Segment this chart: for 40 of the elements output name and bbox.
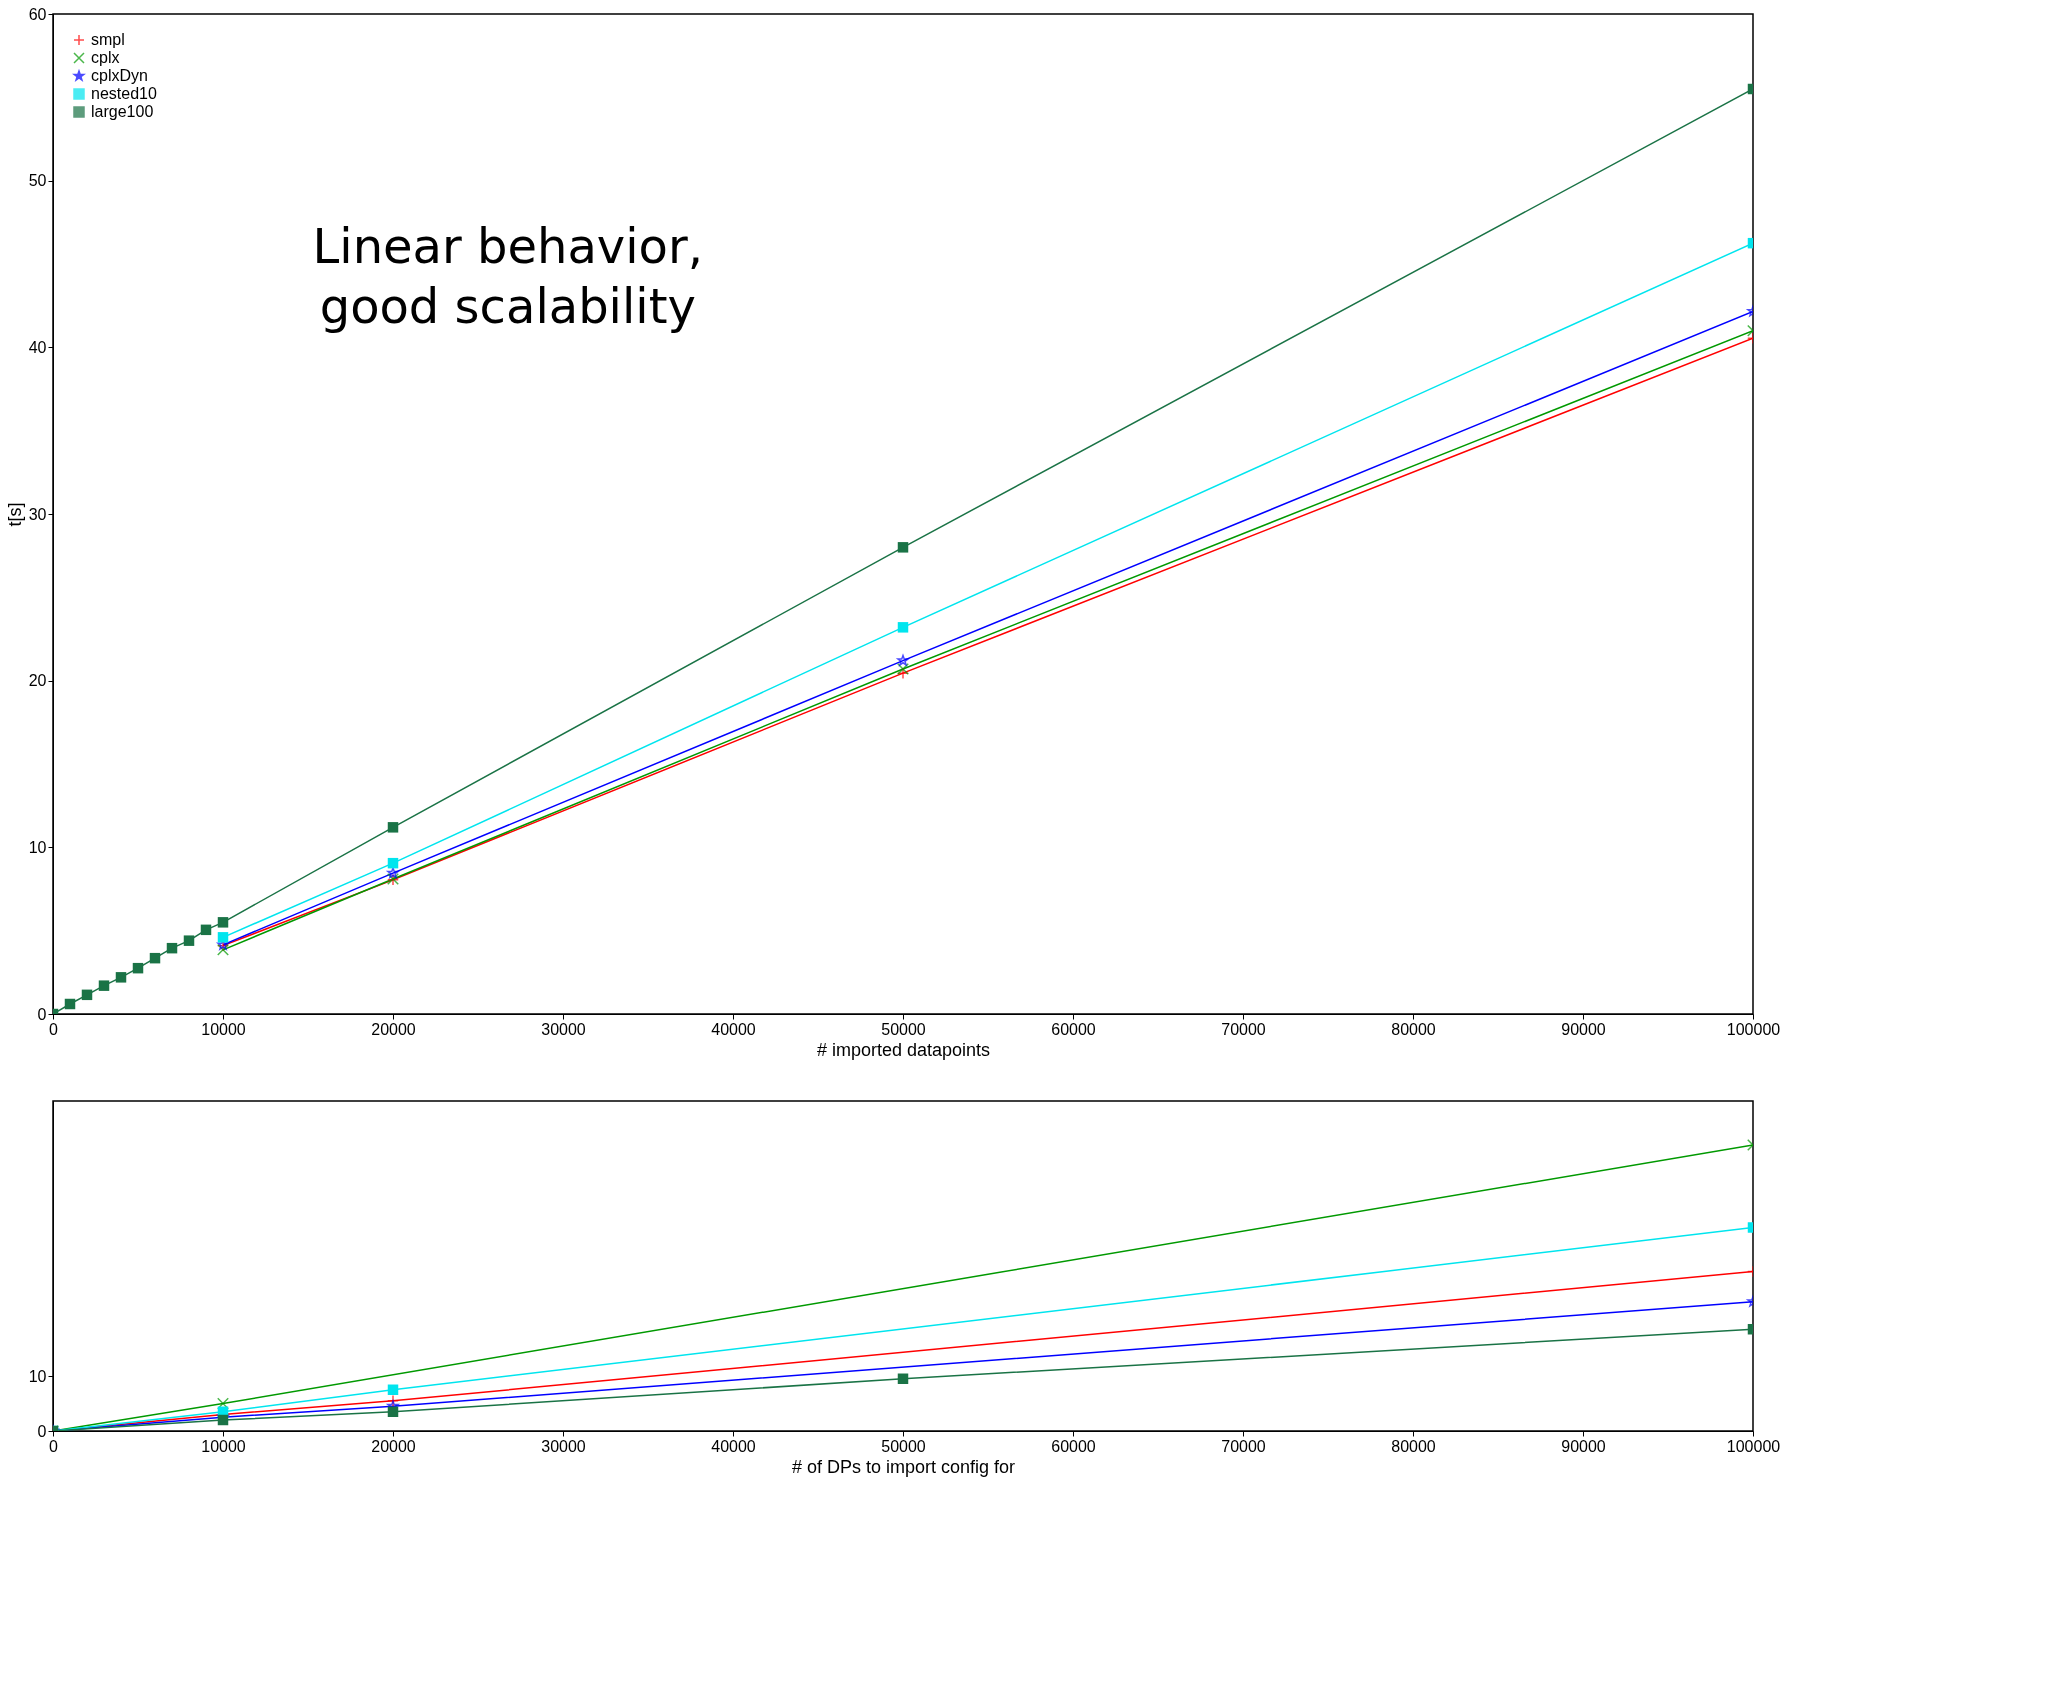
x-tick-label: 40000 [711,1437,756,1455]
x-tick-label: 50000 [881,1437,926,1455]
y-tick-label: 40 [28,338,47,356]
x-tick-label: 10000 [201,1020,246,1038]
x-tick-label: 90000 [1561,1020,1606,1038]
y-tick-label: 50 [28,172,47,190]
x-tick-label: 80000 [1391,1020,1436,1038]
x-tick-label: 20000 [371,1437,416,1455]
y-tick-label: 20 [28,672,47,690]
legend-label: cplx [91,49,120,66]
y-tick-label: 10 [28,838,47,856]
x-tick-label: 100000 [1726,1020,1781,1038]
y-axis-title: t[s] [4,502,25,527]
x-tick-label: 0 [49,1020,59,1038]
x-tick-label: 50000 [881,1020,926,1038]
x-tick-label: 60000 [1051,1020,1096,1038]
x-tick-label: 10000 [201,1437,246,1455]
x-tick-label: 40000 [711,1020,756,1038]
y-tick-label: 30 [28,505,47,523]
legend-label: nested10 [91,85,157,102]
x-tick-label: 0 [49,1437,59,1455]
legend-label: cplxDyn [91,67,148,84]
y-tick-label: 0 [37,1422,47,1440]
y-tick-label: 0 [37,1005,47,1023]
x-tick-label: 30000 [541,1020,586,1038]
x-tick-label: 20000 [371,1020,416,1038]
x-axis-title: # of DPs to import config for [791,1456,1016,1477]
y-tick-label: 10 [28,1367,47,1385]
x-tick-label: 100000 [1726,1437,1781,1455]
x-tick-label: 80000 [1391,1437,1436,1455]
x-tick-label: 70000 [1221,1020,1266,1038]
legend-label: smpl [91,31,125,48]
annotation: Linear behavior, good scalability [312,218,703,334]
x-tick-label: 30000 [541,1437,586,1455]
x-tick-label: 70000 [1221,1437,1266,1455]
y-tick-label: 60 [28,5,47,23]
x-axis-title: # imported datapoints [816,1039,991,1060]
x-tick-label: 90000 [1561,1437,1606,1455]
x-tick-label: 60000 [1051,1437,1096,1455]
legend-label: large100 [91,103,154,120]
